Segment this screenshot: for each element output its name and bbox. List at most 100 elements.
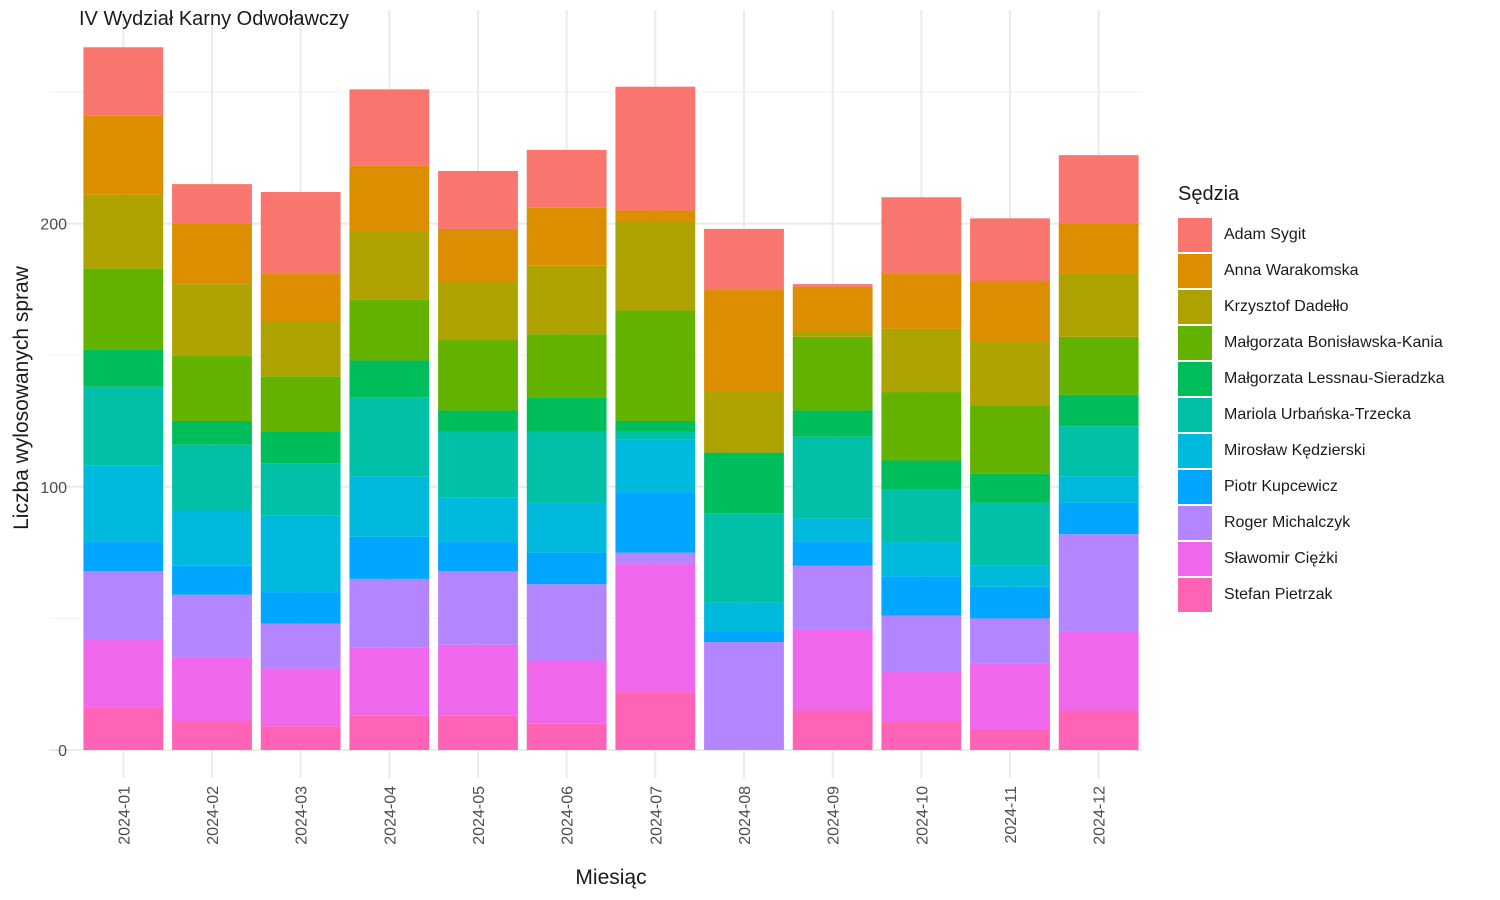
bar-segment: Adam Sygit — 2024-02: 15 — [172, 184, 252, 224]
bar-segment: Anna Warakomska — 2024-06: 22 — [526, 207, 607, 266]
bar-segment: Krzysztof Dadełło — 2024-10: 24 — [881, 328, 962, 393]
x-tick-label: 2024-06 — [560, 786, 577, 845]
bar-segment: Anna Warakomska — 2024-08: 39 — [704, 289, 784, 393]
bar-segment: Stefan Pietrzak — 2024-02: 11 — [172, 721, 252, 750]
bar-segment: Roger Michalczyk — 2024-07: 4 — [615, 552, 696, 564]
legend-key — [1178, 542, 1212, 576]
bar-segment: Małgorzata Lessnau-Sieradzka — 2024-02: … — [172, 421, 252, 445]
x-tick-label: 2024-12 — [1092, 786, 1109, 845]
bar-segment: Krzysztof Dadełło — 2024-03: 21 — [260, 320, 341, 377]
legend-label: Sławomir Ciężki — [1224, 550, 1338, 567]
legend-label: Stefan Pietrzak — [1224, 586, 1333, 603]
y-tick-label: 0 — [58, 743, 67, 760]
bar-segment: Stefan Pietrzak — 2024-04: 13 — [349, 715, 430, 750]
x-tick-label: 2024-01 — [116, 786, 133, 845]
x-tick-label: 2024-05 — [471, 786, 488, 845]
bar-segment: Małgorzata Lessnau-Sieradzka — 2024-04: … — [349, 360, 430, 398]
bar-segment: Mariola Urbańska-Trzecka — 2024-07: 3 — [615, 431, 696, 440]
bar-segment: Małgorzata Bonisławska-Kania — 2024-07: … — [615, 310, 696, 421]
bar-segment: Anna Warakomska — 2024-02: 23 — [172, 223, 252, 285]
bar-segment: Piotr Kupcewicz — 2024-05: 11 — [438, 542, 518, 572]
bar-segment: Mariola Urbańska-Trzecka — 2024-01: 30 — [83, 386, 164, 466]
bar-segment: Piotr Kupcewicz — 2024-07: 23 — [615, 492, 696, 553]
bar-segment: Anna Warakomska — 2024-01: 30 — [83, 115, 164, 195]
bar-segment: Sławomir Ciężki — 2024-01: 26 — [83, 639, 164, 708]
chart-title: IV Wydział Karny Odwoławczy — [79, 8, 349, 30]
bar-segment: Piotr Kupcewicz — 2024-10: 15 — [881, 576, 962, 616]
bar-segment: Małgorzata Lessnau-Sieradzka — 2024-06: … — [526, 397, 607, 432]
x-tick-label: 2024-11 — [1003, 786, 1020, 844]
bar-segment: Sławomir Ciężki — 2024-02: 24 — [172, 657, 252, 722]
bar-segment: Małgorzata Lessnau-Sieradzka — 2024-10: … — [881, 460, 962, 490]
bar-segment: Roger Michalczyk — 2024-08: 41 — [704, 642, 784, 750]
legend: Sędzia Adam Sygit Anna Warakomska Krzyszto… — [1178, 183, 1445, 613]
bar-segment: Adam Sygit — 2024-01: 26 — [83, 47, 164, 116]
legend-key — [1178, 290, 1212, 324]
bar-segment: Sławomir Ciężki — 2024-12: 30 — [1058, 631, 1139, 711]
bar-segment: Mariola Urbańska-Trzecka — 2024-10: 20 — [881, 489, 962, 543]
bar-segment: Stefan Pietrzak — 2024-03: 9 — [260, 726, 341, 750]
bar-segment: Anna Warakomska — 2024-03: 18 — [260, 273, 341, 321]
bar-segment: Mirosław Kędzierski — 2024-03: 29 — [260, 515, 341, 593]
bar-segment: Mirosław Kędzierski — 2024-02: 21 — [172, 510, 252, 566]
bar-segment: Sławomir Ciężki — 2024-03: 22 — [260, 668, 341, 727]
bar-segment: Adam Sygit — 2024-03: 31 — [260, 192, 341, 274]
legend-item: Małgorzata Lessnau-Sieradzka — [1178, 361, 1445, 397]
legend-item: Sławomir Ciężki — [1178, 541, 1445, 577]
bar-segment: Piotr Kupcewicz — 2024-06: 12 — [526, 552, 607, 585]
x-tick-label: 2024-07 — [648, 786, 665, 845]
bar-segment: Krzysztof Dadełło — 2024-08: 23 — [704, 392, 784, 453]
legend-label: Mirosław Kędzierski — [1224, 442, 1366, 459]
bar-segment: Piotr Kupcewicz — 2024-04: 16 — [349, 536, 430, 579]
bar-segment: Stefan Pietrzak — 2024-06: 10 — [526, 723, 607, 750]
bar-segment: Mirosław Kędzierski — 2024-12: 10 — [1058, 476, 1139, 503]
bar-segment: Małgorzata Bonisławska-Kania — 2024-01: … — [83, 268, 164, 350]
bar-segment: Mariola Urbańska-Trzecka — 2024-06: 27 — [526, 431, 607, 503]
bar-segment: Małgorzata Lessnau-Sieradzka — 2024-05: … — [438, 410, 518, 432]
bar-segment: Sławomir Ciężki — 2024-09: 31 — [792, 628, 873, 711]
bar-segment: Krzysztof Dadełło — 2024-11: 24 — [970, 342, 1050, 406]
bar-segment: Mirosław Kędzierski — 2024-11: 8 — [970, 565, 1050, 587]
bar-segment: Mariola Urbańska-Trzecka — 2024-02: 25 — [172, 444, 252, 511]
bar-segment: Stefan Pietrzak — 2024-05: 13 — [438, 715, 518, 750]
bar-segment: Stefan Pietrzak — 2024-11: 8 — [970, 728, 1050, 750]
legend-item: Małgorzata Bonisławska-Kania — [1178, 325, 1445, 361]
bar-segment: Piotr Kupcewicz — 2024-09: 9 — [792, 542, 873, 566]
legend-key — [1178, 398, 1212, 432]
legend-key — [1178, 506, 1212, 540]
legend-item: Adam Sygit — [1178, 217, 1445, 253]
legend-item: Mariola Urbańska-Trzecka — [1178, 397, 1445, 433]
bar-segment: Roger Michalczyk — 2024-12: 37 — [1058, 534, 1139, 632]
bar-segment: Stefan Pietrzak — 2024-01: 16 — [83, 707, 164, 750]
bar-segment: Krzysztof Dadełło — 2024-04: 26 — [349, 231, 430, 300]
legend-label: Mariola Urbańska-Trzecka — [1224, 406, 1412, 423]
bar-segment: Mirosław Kędzierski — 2024-04: 23 — [349, 476, 430, 537]
bar-segment: Roger Michalczyk — 2024-05: 28 — [438, 571, 518, 645]
bar-segment: Stefan Pietrzak — 2024-12: 15 — [1058, 710, 1139, 750]
y-axis-label: Liczba wylosowanych spraw — [10, 266, 33, 530]
bar-segment: Roger Michalczyk — 2024-03: 17 — [260, 623, 341, 669]
bar-segment: Krzysztof Dadełło — 2024-09: 2 — [792, 331, 873, 337]
bar-segment: Sławomir Ciężki — 2024-07: 49 — [615, 563, 696, 693]
x-tick-label: 2024-03 — [294, 786, 311, 845]
x-tick-label: 2024-04 — [382, 786, 399, 845]
legend-items: Adam Sygit Anna Warakomska Krzysztof Dadeł… — [1178, 217, 1445, 613]
bar-segment: Mariola Urbańska-Trzecka — 2024-04: 30 — [349, 397, 430, 477]
legend-label: Anna Warakomska — [1224, 262, 1359, 279]
y-tick-label: 100 — [40, 480, 67, 497]
legend-label: Piotr Kupcewicz — [1224, 478, 1338, 495]
bar-segment: Mariola Urbańska-Trzecka — 2024-05: 25 — [438, 431, 518, 498]
bar-segment: Adam Sygit — 2024-08: 23 — [704, 228, 784, 290]
bar-segment: Adam Sygit — 2024-10: 29 — [881, 197, 962, 274]
bar-segment: Małgorzata Bonisławska-Kania — 2024-05: … — [438, 339, 518, 411]
bar-segment: Roger Michalczyk — 2024-10: 21 — [881, 615, 962, 672]
bar-segment: Małgorzata Lessnau-Sieradzka — 2024-11: … — [970, 473, 1050, 503]
bar-segment: Anna Warakomska — 2024-11: 23 — [970, 281, 1050, 343]
bars: Stefan Pietrzak — 2024-01: 16Sławomir Ci… — [83, 47, 1139, 750]
bar-segment: Sławomir Ciężki — 2024-06: 24 — [526, 660, 607, 724]
bar-segment: Anna Warakomska — 2024-05: 20 — [438, 228, 518, 282]
bar-segment: Małgorzata Bonisławska-Kania — 2024-02: … — [172, 355, 252, 421]
x-tick-label: 2024-09 — [826, 786, 843, 845]
bar-segment: Małgorzata Bonisławska-Kania — 2024-09: … — [792, 336, 873, 411]
